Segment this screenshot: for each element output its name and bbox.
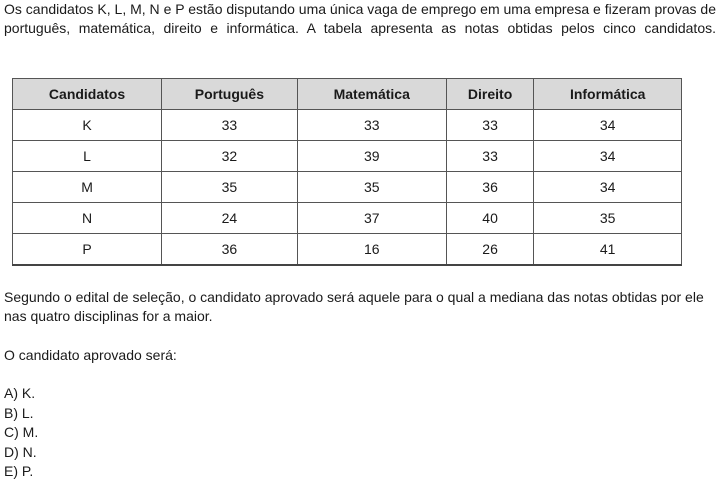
grade-cell: 41 — [533, 233, 682, 266]
question-prompt: O candidato aprovado será: — [4, 347, 177, 363]
table-row: P 36 16 26 41 — [11, 233, 682, 266]
grade-cell: 40 — [445, 202, 535, 234]
grade-cell: 24 — [161, 202, 298, 234]
candidate-cell: N — [11, 202, 163, 234]
grade-cell: 16 — [296, 233, 447, 266]
grade-cell: 34 — [533, 140, 682, 172]
problem-intro: Os candidatos K, L, M, N e P estão dispu… — [4, 1, 716, 36]
header-portuguese: Português — [161, 78, 298, 110]
candidate-cell: K — [11, 109, 163, 141]
header-candidates: Candidatos — [11, 78, 163, 110]
grade-cell: 32 — [161, 140, 298, 172]
answer-options: A) K. B) L. C) M. D) N. E) P. — [4, 384, 38, 482]
grade-cell: 35 — [533, 202, 682, 234]
candidate-cell: L — [11, 140, 163, 172]
table-row: N 24 37 40 35 — [11, 202, 682, 234]
table-header-row: Candidatos Português Matemática Direito … — [11, 78, 682, 110]
grade-cell: 34 — [533, 109, 682, 141]
option-d[interactable]: D) N. — [4, 443, 37, 460]
grade-cell: 33 — [296, 109, 447, 141]
candidate-cell: P — [11, 233, 163, 266]
selection-criterion: Segundo o edital de seleção, o candidato… — [4, 289, 704, 324]
grade-cell: 37 — [296, 202, 447, 234]
option-a[interactable]: A) K. — [4, 385, 36, 401]
table-row: K 33 33 33 34 — [11, 109, 682, 141]
grade-cell: 36 — [445, 171, 535, 203]
option-c[interactable]: C) M. — [4, 424, 39, 440]
grade-cell: 33 — [445, 109, 535, 141]
grade-cell: 26 — [445, 233, 535, 266]
grade-cell: 35 — [161, 171, 298, 203]
option-b[interactable]: B) L. — [4, 404, 34, 421]
grades-table: Candidatos Português Matemática Direito … — [11, 78, 682, 266]
candidate-cell: M — [11, 171, 163, 203]
header-math: Matemática — [296, 78, 447, 110]
grade-cell: 33 — [445, 140, 535, 172]
grade-cell: 33 — [161, 109, 298, 141]
table-row: M 35 35 36 34 — [11, 171, 682, 203]
table-row: L 32 39 33 34 — [11, 140, 682, 172]
header-law: Direito — [445, 78, 535, 110]
option-e[interactable]: E) P. — [4, 463, 34, 479]
header-informatics: Informática — [533, 78, 682, 110]
grade-cell: 36 — [161, 233, 298, 266]
grade-cell: 34 — [533, 171, 682, 203]
grade-cell: 39 — [296, 140, 447, 172]
grade-cell: 35 — [296, 171, 447, 203]
